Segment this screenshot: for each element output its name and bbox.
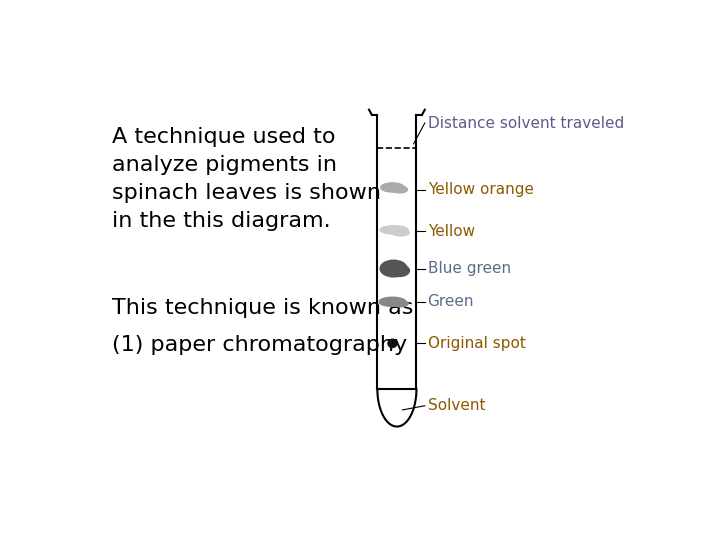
Text: Yellow: Yellow [428, 224, 474, 239]
Ellipse shape [381, 183, 404, 192]
Ellipse shape [392, 300, 408, 307]
Text: This technique is known as: This technique is known as [112, 298, 414, 318]
Ellipse shape [388, 339, 397, 348]
Ellipse shape [380, 226, 408, 234]
Text: Blue green: Blue green [428, 261, 510, 276]
Text: Solvent: Solvent [428, 399, 485, 413]
Ellipse shape [392, 230, 409, 236]
Ellipse shape [392, 186, 408, 193]
Text: Original spot: Original spot [428, 336, 526, 351]
Text: Yellow orange: Yellow orange [428, 182, 534, 197]
Text: Distance solvent traveled: Distance solvent traveled [428, 116, 624, 131]
Text: (1) paper chromatography: (1) paper chromatography [112, 335, 408, 355]
Ellipse shape [379, 297, 406, 306]
Ellipse shape [390, 265, 410, 276]
Ellipse shape [380, 260, 407, 277]
Text: A technique used to
analyze pigments in
spinach leaves is shown
in the this diag: A technique used to analyze pigments in … [112, 127, 382, 231]
Text: Green: Green [428, 294, 474, 309]
